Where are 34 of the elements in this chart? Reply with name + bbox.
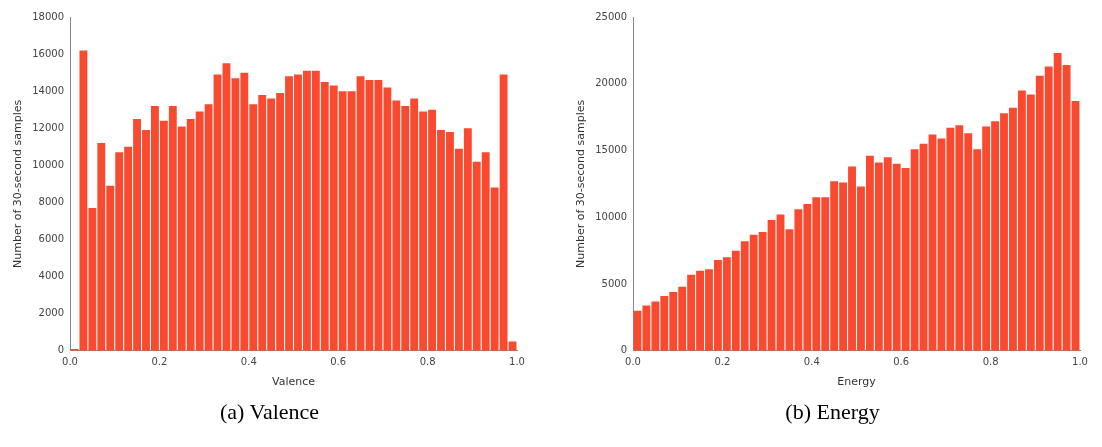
x-tick-label: 0.6 — [893, 356, 910, 368]
y-tick-label: 16000 — [32, 47, 65, 59]
x-tick-label: 0.0 — [62, 356, 78, 368]
y-tick-label: 18000 — [32, 10, 65, 22]
text: (b) Energy — [784, 399, 881, 425]
x-tick-label: 0.4 — [803, 356, 820, 368]
x-tick-label: 0.2 — [714, 356, 731, 368]
y-tick-label: 14000 — [32, 84, 65, 96]
x-axis-title: Valence — [271, 375, 316, 389]
x-tick-label: 0.0 — [625, 356, 641, 368]
y-axis-title: Number of 30-second samples — [574, 99, 588, 268]
x-tick-label: 1.0 — [1072, 356, 1088, 368]
y-tick-label: 8000 — [38, 196, 65, 208]
x-tick-label: 1.0 — [509, 356, 525, 368]
y-tick-label: 15000 — [595, 144, 628, 156]
x-tick-label: 0.6 — [330, 356, 347, 368]
y-tick-label: 2000 — [38, 307, 65, 319]
y-tick-label: 10000 — [32, 158, 65, 170]
x-tick-label: 0.2 — [151, 356, 168, 368]
y-tick-label: 5000 — [601, 277, 628, 289]
x-tick-label: 0.8 — [982, 356, 999, 368]
y-tick-label: 0 — [57, 344, 65, 356]
y-tick-label: 20000 — [595, 77, 628, 89]
y-tick-label: 25000 — [595, 10, 628, 22]
y-tick-label: 10000 — [595, 210, 628, 222]
x-axis-title: Energy — [837, 375, 877, 389]
y-tick-label: 0 — [620, 344, 628, 356]
text: (a) Valence — [218, 399, 321, 425]
y-tick-label: 6000 — [38, 233, 65, 245]
y-tick-label: 4000 — [38, 270, 65, 282]
x-tick-label: 0.8 — [419, 356, 436, 368]
y-axis-title: Number of 30-second samples — [11, 99, 25, 268]
y-tick-label: 12000 — [32, 121, 65, 133]
x-tick-label: 0.4 — [240, 356, 257, 368]
